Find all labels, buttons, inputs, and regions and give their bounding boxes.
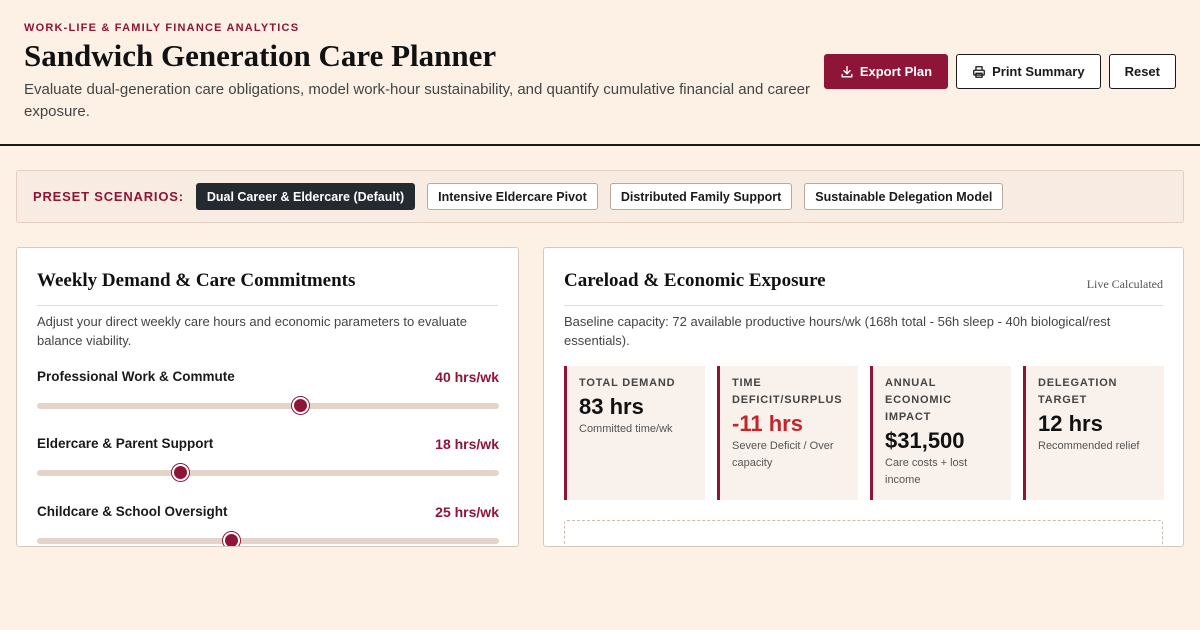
slider-label: Childcare & School Oversight (37, 504, 228, 519)
reset-button[interactable]: Reset (1108, 54, 1176, 89)
header-actions: Export Plan Print Summary Reset (823, 54, 1176, 89)
preset-distributed-family-support[interactable]: Distributed Family Support (609, 183, 793, 210)
slider-track[interactable] (37, 397, 499, 414)
preset-intensive-eldercare-pivot[interactable]: Intensive Eldercare Pivot (427, 183, 598, 210)
page-subtitle: Evaluate dual-generation care obligation… (24, 81, 811, 120)
slider-value: 25 hrs/wk (435, 504, 499, 520)
baseline-capacity-description: Baseline capacity: 72 available producti… (564, 314, 1111, 348)
export-plan-label: Export Plan (859, 64, 933, 79)
weekly-demand-panel: Weekly Demand & Care Commitments Adjust … (16, 247, 519, 547)
metric-value: -11 hrs (732, 411, 803, 436)
slider-label: Eldercare & Parent Support (37, 436, 214, 451)
metric-note: Care costs + lost income (885, 457, 968, 486)
metric-note: Committed time/wk (579, 423, 673, 435)
print-summary-button[interactable]: Print Summary (956, 54, 1101, 89)
metric-annual-economic-impact: ANNUAL ECONOMIC IMPACT $31,500 Care cost… (870, 366, 1011, 500)
slider-track[interactable] (37, 532, 499, 546)
slider-thumb[interactable] (223, 532, 241, 546)
weekly-demand-title: Weekly Demand & Care Commitments (37, 270, 356, 291)
page-title: Sandwich Generation Care Planner (24, 38, 497, 73)
preset-scenarios-bar: PRESET SCENARIOS: Dual Career & Eldercar… (16, 170, 1184, 223)
slider-value: 18 hrs/wk (435, 436, 499, 452)
preset-scenarios-label: PRESET SCENARIOS: (33, 189, 184, 204)
printer-icon (973, 65, 985, 78)
metric-value: 12 hrs (1038, 411, 1103, 436)
slider-value: 40 hrs/wk (435, 369, 499, 385)
download-icon (841, 65, 853, 78)
metric-note: Severe Deficit / Over capacity (732, 440, 834, 469)
slider-thumb[interactable] (172, 464, 190, 481)
metric-label: ANNUAL ECONOMIC IMPACT (885, 377, 952, 423)
metric-value: $31,500 (885, 428, 965, 453)
metric-note: Recommended relief (1038, 440, 1140, 452)
metric-total-demand: TOTAL DEMAND 83 hrs Committed time/wk (564, 366, 705, 500)
careload-exposure-panel: Careload & Economic Exposure Live Calcul… (543, 247, 1184, 547)
slider-label: Professional Work & Commute (37, 369, 235, 384)
preset-sustainable-delegation-model[interactable]: Sustainable Delegation Model (804, 183, 1004, 210)
reset-label: Reset (1124, 64, 1160, 79)
metric-value: 83 hrs (579, 394, 644, 419)
weekly-demand-description: Adjust your direct weekly care hours and… (37, 314, 467, 348)
metric-label: TIME DEFICIT/SURPLUS (732, 377, 843, 406)
page-header: WORK-LIFE & FAMILY FINANCE ANALYTICS San… (0, 0, 1200, 146)
live-calculated-badge: Live Calculated (1086, 277, 1163, 291)
careload-exposure-title: Careload & Economic Exposure (564, 270, 826, 291)
preset-dual-career-eldercare[interactable]: Dual Career & Eldercare (Default) (195, 183, 416, 210)
weekly-demand-panel-header: Weekly Demand & Care Commitments (37, 248, 498, 306)
print-summary-label: Print Summary (992, 64, 1085, 79)
chart-placeholder (564, 520, 1163, 546)
metric-label: DELEGATION TARGET (1038, 377, 1118, 406)
metric-cards: TOTAL DEMAND 83 hrs Committed time/wk TI… (564, 366, 1164, 500)
export-plan-button[interactable]: Export Plan (823, 54, 949, 89)
metric-delegation-target: DELEGATION TARGET 12 hrs Recommended rel… (1023, 366, 1164, 500)
metric-time-deficit: TIME DEFICIT/SURPLUS -11 hrs Severe Defi… (717, 366, 858, 500)
careload-exposure-panel-header: Careload & Economic Exposure Live Calcul… (564, 248, 1163, 306)
page-eyebrow: WORK-LIFE & FAMILY FINANCE ANALYTICS (24, 22, 300, 34)
metric-label: TOTAL DEMAND (579, 377, 676, 389)
slider-thumb[interactable] (292, 397, 310, 414)
slider-track[interactable] (37, 464, 499, 481)
